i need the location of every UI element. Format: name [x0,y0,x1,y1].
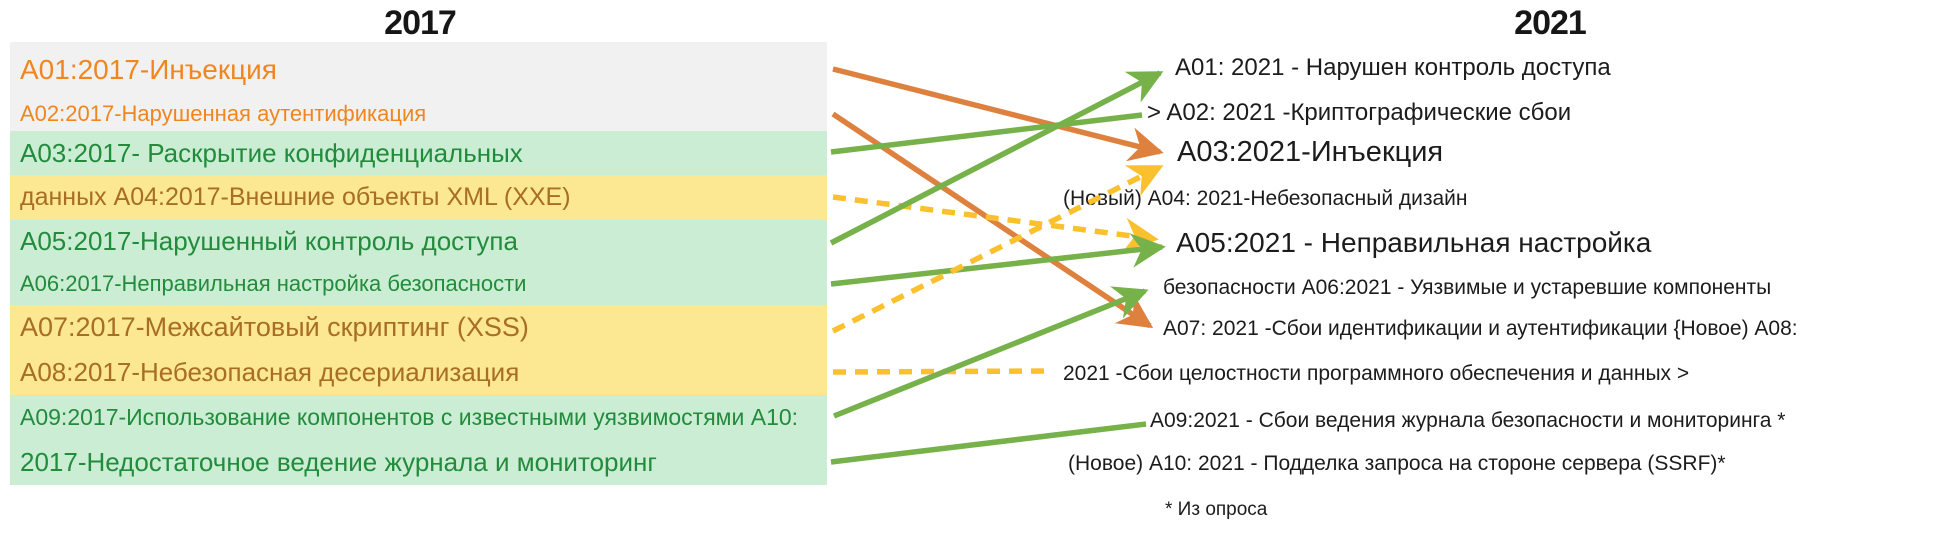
arrow-a01-2017-to-a03-2021 [832,66,1164,162]
list-item-a04-2017: данных A04:2017-Внешние объекты XML (XXE… [10,175,827,220]
list-item-a05-2021: A05:2021 - Неправильная настройка [1176,227,1652,258]
column-title-2017: 2017 [384,4,457,42]
list-item-a07-2017: A07:2017-Межсайтовый скриптинг (XSS) [10,305,827,350]
owasp-2017-list: A01:2017-Инъекция A02:2017-Нарушенная ау… [10,42,827,485]
arrow-a03-2017-to-a02-2021 [830,112,1143,155]
list-item-a01-2017: A01:2017-Инъекция [10,42,827,97]
list-item-a08-2021: 2021 -Сбои целостности программного обес… [1063,362,1690,385]
list-item-a09-2021: A09:2021 - Сбои ведения журнала безопасн… [1150,409,1786,432]
column-title-2021: 2021 [1514,4,1587,42]
arrow-a06-2017-to-a05-2021 [830,233,1166,287]
list-item-a05-2017: A05:2017-Нарушенный контроль доступа [10,220,827,262]
list-item-a10-2021: (Новое) A10: 2021 - Подделка запроса на … [1068,452,1726,475]
list-item-a06-2021: безопасности A06:2021 - Уязвимые и устар… [1163,276,1772,299]
list-item-a10-2017: 2017-Недостаточное ведение журнала и мон… [10,440,827,485]
list-item-a02-2021: > A02: 2021 -Криптографические сбои [1147,99,1572,126]
list-item-a08-2017: A08:2017-Небезопасная десериализация [10,350,827,395]
arrow-a09-2017-to-a06-2021 [832,286,1149,419]
list-item-a04-2021: (Новый) A04: 2021-Небезопасный дизайн [1063,187,1468,210]
arrow-a02-2017-to-a07-2021 [831,111,1154,329]
list-item-a02-2017: A02:2017-Нарушенная аутентификация [10,97,827,131]
list-item-a07-2021: A07: 2021 -Сбои идентификации и аутентиф… [1163,317,1798,340]
list-item-a03-2021: A03:2021-Инъекция [1177,136,1444,168]
list-item-a03-2017: A03:2017- Раскрытие конфиденциальных [10,131,827,175]
survey-footnote: * Из опроса [1165,499,1268,520]
arrow-a05-2017-to-a01-2021 [829,70,1164,246]
arrow-a08-2017-to-a08-2021 [832,368,1054,375]
list-item-a01-2021: A01: 2021 - Нарушен контроль доступа [1175,54,1611,81]
list-item-a06-2017: A06:2017-Неправильная настройка безопасн… [10,262,827,305]
list-item-a09-2017: A09:2017-Использование компонентов с изв… [10,395,827,440]
